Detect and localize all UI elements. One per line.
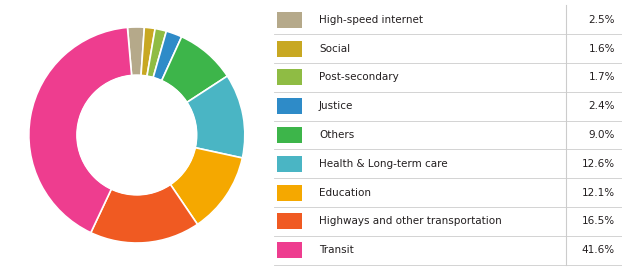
- FancyBboxPatch shape: [277, 12, 302, 28]
- Wedge shape: [91, 184, 197, 243]
- FancyBboxPatch shape: [277, 69, 302, 85]
- FancyBboxPatch shape: [277, 214, 302, 229]
- Text: $148: $148: [106, 114, 168, 134]
- Text: 2.5%: 2.5%: [588, 15, 615, 25]
- Wedge shape: [170, 148, 243, 224]
- Text: 12.1%: 12.1%: [582, 188, 615, 198]
- Text: Post-secondary: Post-secondary: [319, 72, 399, 82]
- FancyBboxPatch shape: [277, 41, 302, 56]
- Wedge shape: [153, 31, 182, 81]
- FancyBboxPatch shape: [277, 242, 302, 258]
- Text: 2.4%: 2.4%: [588, 101, 615, 111]
- Text: Others: Others: [319, 130, 354, 140]
- Text: 41.6%: 41.6%: [582, 245, 615, 255]
- FancyBboxPatch shape: [277, 185, 302, 201]
- Text: 1.6%: 1.6%: [588, 43, 615, 54]
- Text: Health & Long-term care: Health & Long-term care: [319, 159, 448, 169]
- Text: Education: Education: [319, 188, 371, 198]
- Text: High-speed internet: High-speed internet: [319, 15, 423, 25]
- Text: 9.0%: 9.0%: [588, 130, 615, 140]
- Wedge shape: [141, 27, 155, 76]
- Wedge shape: [147, 29, 167, 78]
- Text: 12.6%: 12.6%: [582, 159, 615, 169]
- Wedge shape: [162, 37, 227, 103]
- FancyBboxPatch shape: [277, 98, 302, 114]
- Text: Transit: Transit: [319, 245, 354, 255]
- Text: 16.5%: 16.5%: [582, 216, 615, 227]
- FancyBboxPatch shape: [277, 127, 302, 143]
- Wedge shape: [29, 28, 132, 233]
- Text: Billion: Billion: [98, 144, 176, 164]
- Text: Justice: Justice: [319, 101, 353, 111]
- Wedge shape: [187, 76, 245, 158]
- Circle shape: [77, 75, 197, 195]
- FancyBboxPatch shape: [277, 156, 302, 172]
- Text: 1.7%: 1.7%: [588, 72, 615, 82]
- Text: Social: Social: [319, 43, 350, 54]
- Wedge shape: [128, 27, 144, 76]
- Text: Highways and other transportation: Highways and other transportation: [319, 216, 502, 227]
